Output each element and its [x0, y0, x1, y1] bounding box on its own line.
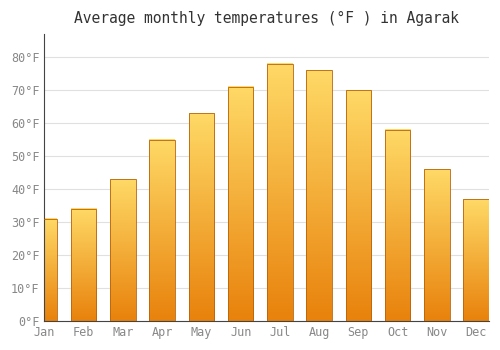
- Bar: [150, 140, 175, 321]
- Bar: [385, 130, 410, 321]
- Bar: [110, 179, 136, 321]
- Title: Average monthly temperatures (°F ) in Agarak: Average monthly temperatures (°F ) in Ag…: [74, 11, 459, 26]
- Bar: [424, 169, 450, 321]
- Bar: [188, 113, 214, 321]
- Bar: [464, 199, 489, 321]
- Bar: [228, 87, 254, 321]
- Bar: [306, 70, 332, 321]
- Bar: [32, 219, 57, 321]
- Bar: [267, 64, 292, 321]
- Bar: [71, 209, 96, 321]
- Bar: [346, 90, 371, 321]
